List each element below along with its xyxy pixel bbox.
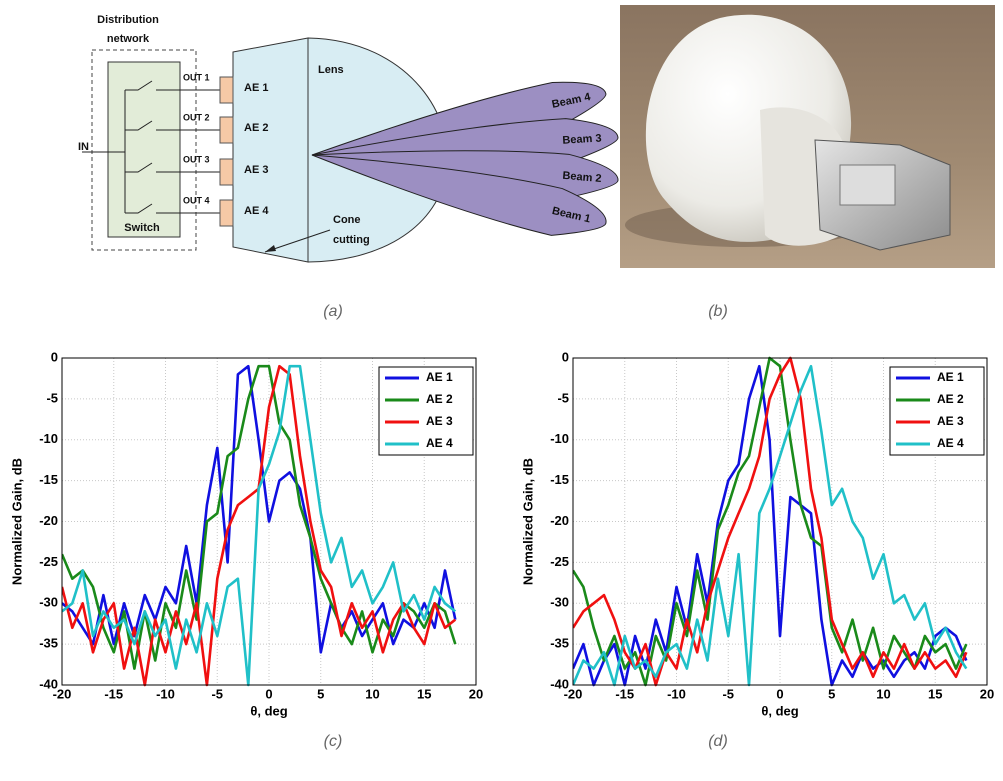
antenna-element bbox=[219, 158, 234, 186]
x-tick-label: 10 bbox=[365, 686, 379, 701]
arrow-head bbox=[265, 245, 276, 252]
x-tick-label: 20 bbox=[980, 686, 994, 701]
y-tick-label: -5 bbox=[557, 390, 569, 405]
y-tick-label: 0 bbox=[562, 349, 569, 364]
y-tick-label: -5 bbox=[46, 390, 58, 405]
legend-label: AE 1 bbox=[426, 370, 453, 384]
x-tick-label: -15 bbox=[104, 686, 123, 701]
beam bbox=[311, 154, 607, 236]
x-tick-label: 0 bbox=[265, 686, 272, 701]
lens-cone bbox=[232, 37, 309, 263]
x-axis-label: θ, deg bbox=[761, 703, 798, 718]
chart: 0-5-10-15-20-25-30-35-40-20 -15 -10 -5 0 5 10 1… bbox=[9, 349, 483, 750]
beam-label: Beam 2 bbox=[562, 170, 602, 185]
antenna-element bbox=[219, 76, 234, 104]
x-tick-label: 0 bbox=[776, 686, 783, 701]
y-tick-label: -20 bbox=[39, 513, 58, 528]
element-label: AE 1 bbox=[244, 82, 268, 94]
switch bbox=[125, 162, 220, 173]
lens-label: Lens bbox=[318, 64, 344, 76]
y-tick-label: -35 bbox=[550, 636, 569, 651]
y-tick-label: 0 bbox=[51, 349, 58, 364]
cone-label: Cone bbox=[333, 214, 361, 226]
network-title: network bbox=[107, 33, 150, 45]
y-tick-label: -30 bbox=[39, 595, 58, 610]
series-line bbox=[62, 364, 457, 687]
element-label: AE 3 bbox=[244, 164, 268, 176]
y-tick-label: -25 bbox=[39, 554, 58, 569]
x-tick-label: 10 bbox=[876, 686, 890, 701]
series-line bbox=[573, 364, 968, 687]
network-title: Distribution bbox=[97, 14, 159, 26]
legend-label: AE 2 bbox=[426, 392, 453, 406]
output-label: OUT 3 bbox=[183, 154, 210, 164]
x-tick-label: -5 bbox=[211, 686, 223, 701]
plot-frame bbox=[61, 357, 477, 686]
y-tick-label: -40 bbox=[550, 676, 569, 691]
caption: (a) bbox=[323, 303, 343, 320]
x-tick-label: -10 bbox=[667, 686, 686, 701]
beam-label: Beam 3 bbox=[562, 133, 602, 147]
x-tick-label: -5 bbox=[722, 686, 734, 701]
switch-box bbox=[107, 61, 181, 238]
y-axis-label: Normalized Gain, dB bbox=[520, 458, 535, 585]
x-tick-label: -20 bbox=[564, 686, 583, 701]
x-tick-label: -20 bbox=[53, 686, 72, 701]
legend-label: AE 3 bbox=[937, 414, 964, 428]
switch bbox=[125, 203, 220, 214]
y-tick-label: -20 bbox=[550, 513, 569, 528]
x-tick-label: -10 bbox=[156, 686, 175, 701]
y-tick-label: -15 bbox=[550, 472, 569, 487]
waveguide-label bbox=[839, 164, 896, 206]
series-line bbox=[573, 364, 968, 687]
element-label: AE 4 bbox=[244, 205, 269, 217]
cone-arrow bbox=[264, 229, 331, 253]
y-tick-label: -15 bbox=[39, 472, 58, 487]
y-axis-label: Normalized Gain, dB bbox=[9, 458, 24, 585]
legend-box bbox=[378, 366, 474, 456]
legend-label: AE 4 bbox=[937, 436, 964, 450]
x-tick-label: 15 bbox=[417, 686, 431, 701]
x-tick-label: -15 bbox=[615, 686, 634, 701]
plot-frame bbox=[572, 357, 988, 686]
caption: (d) bbox=[708, 733, 728, 750]
caption: (b) bbox=[708, 303, 728, 320]
y-tick-label: -35 bbox=[39, 636, 58, 651]
y-tick-label: -30 bbox=[550, 595, 569, 610]
cone-label: cutting bbox=[333, 234, 370, 246]
photo bbox=[620, 5, 995, 268]
x-tick-label: 15 bbox=[928, 686, 942, 701]
x-axis-label: θ, deg bbox=[250, 703, 287, 718]
chart: 0-5-10-15-20-25-30-35-40-20 -15 -10 -5 0 5 10 1… bbox=[520, 349, 994, 750]
output-label: OUT 2 bbox=[183, 112, 210, 122]
input-label: IN bbox=[78, 141, 89, 153]
y-tick-label: -25 bbox=[550, 554, 569, 569]
series-line bbox=[573, 356, 968, 687]
network-box bbox=[91, 49, 197, 251]
switch-label: Switch bbox=[124, 222, 160, 234]
legend-label: AE 2 bbox=[937, 392, 964, 406]
caption: (c) bbox=[324, 733, 343, 750]
diagram: OUT 1 AE 1 OUT 2 AE 2 OUT 3 AE 3 OUT 4 AE 4 Beam… bbox=[78, 14, 619, 263]
switch bbox=[125, 120, 220, 131]
legend-label: AE 3 bbox=[426, 414, 453, 428]
legend-label: AE 4 bbox=[426, 436, 453, 450]
y-tick-label: -10 bbox=[550, 431, 569, 446]
output-label: OUT 1 bbox=[183, 72, 210, 82]
legend-label: AE 1 bbox=[937, 370, 964, 384]
x-tick-label: 20 bbox=[469, 686, 483, 701]
y-tick-label: -10 bbox=[39, 431, 58, 446]
legend-box bbox=[889, 366, 985, 456]
x-tick-label: 5 bbox=[828, 686, 835, 701]
y-tick-label: -40 bbox=[39, 676, 58, 691]
x-tick-label: 5 bbox=[317, 686, 324, 701]
antenna-element bbox=[219, 199, 234, 227]
element-label: AE 2 bbox=[244, 122, 268, 134]
switch bbox=[125, 80, 220, 91]
antenna-element bbox=[219, 116, 234, 144]
output-label: OUT 4 bbox=[183, 195, 210, 205]
